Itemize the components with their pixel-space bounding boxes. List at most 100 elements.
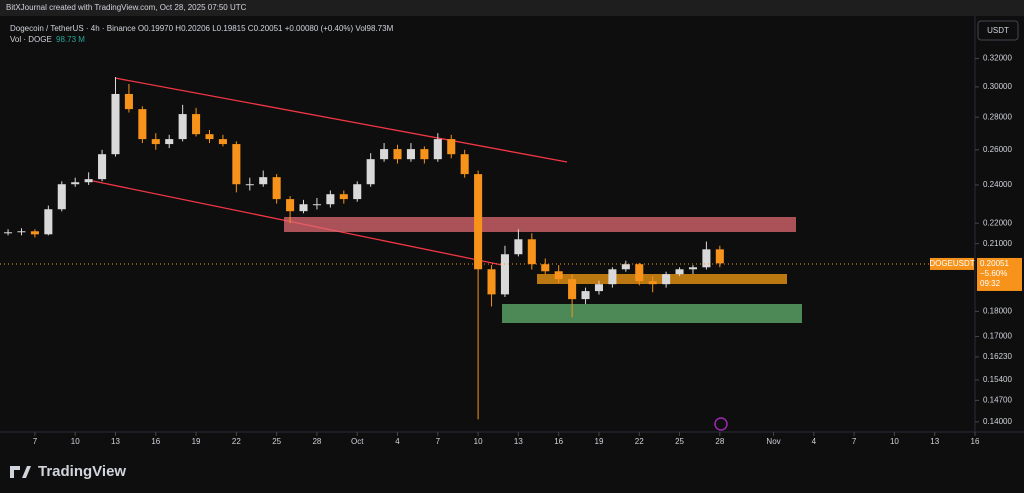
x-tick-label: 10 bbox=[474, 437, 483, 446]
candle-body bbox=[702, 249, 711, 268]
candle-body bbox=[4, 232, 13, 234]
x-tick-label: 10 bbox=[71, 437, 80, 446]
y-tick-label: 0.18000 bbox=[983, 306, 1012, 315]
candle-body bbox=[259, 177, 268, 185]
candle-body bbox=[339, 194, 348, 200]
x-tick-label: 7 bbox=[436, 437, 441, 446]
x-tick-label: 4 bbox=[812, 437, 817, 446]
volume-legend: Vol · DOGE bbox=[10, 35, 52, 44]
candle-body bbox=[380, 149, 389, 160]
candle-body bbox=[71, 182, 80, 185]
x-tick-label: 13 bbox=[930, 437, 939, 446]
y-tick-label: 0.16230 bbox=[983, 352, 1012, 361]
y-tick-label: 0.24000 bbox=[983, 180, 1012, 189]
symbol: Dogecoin / TetherUS · 4h · Binance O0.19… bbox=[10, 24, 394, 33]
candle-body bbox=[286, 199, 295, 212]
x-tick-label: 19 bbox=[595, 437, 604, 446]
candle-body bbox=[688, 267, 698, 270]
candle-body bbox=[124, 93, 133, 110]
candle-body bbox=[111, 93, 120, 155]
candle-body bbox=[514, 239, 523, 255]
candle-body bbox=[608, 269, 617, 285]
resistance-zone bbox=[284, 217, 796, 232]
countdown-tag: 09:32 bbox=[980, 279, 1001, 288]
support-zone bbox=[502, 304, 802, 323]
footer-brand: TradingView bbox=[38, 463, 126, 480]
candle-body bbox=[433, 139, 442, 160]
candle-body bbox=[393, 149, 402, 160]
candle-body bbox=[30, 231, 39, 235]
x-tick-label: 19 bbox=[192, 437, 201, 446]
x-tick-label: 7 bbox=[852, 437, 857, 446]
candle-body bbox=[406, 149, 415, 160]
x-tick-label: 7 bbox=[33, 437, 38, 446]
candle-body bbox=[98, 154, 107, 180]
currency-button[interactable] bbox=[977, 20, 1019, 41]
y-tick-label: 0.17000 bbox=[983, 332, 1012, 341]
candle-body bbox=[460, 154, 469, 175]
candle-body bbox=[178, 114, 187, 140]
y-tick-label: 0.26000 bbox=[983, 145, 1012, 154]
x-tick-label: Nov bbox=[766, 437, 780, 446]
y-tick-label: 0.32000 bbox=[983, 54, 1012, 63]
brand-logo bbox=[10, 466, 31, 478]
candle-body bbox=[420, 149, 429, 160]
price-tag: 0.20051 bbox=[980, 259, 1009, 268]
candle-body bbox=[218, 139, 227, 145]
candle-body bbox=[326, 194, 335, 205]
y-tick-label: 0.28000 bbox=[983, 112, 1012, 121]
x-tick-label: 13 bbox=[111, 437, 120, 446]
candle-body bbox=[648, 281, 657, 285]
x-tick-label: 22 bbox=[635, 437, 644, 446]
y-tick-label: 0.14700 bbox=[983, 396, 1012, 405]
candle-body bbox=[500, 254, 509, 295]
candle-body bbox=[312, 204, 321, 206]
candle-body bbox=[44, 209, 53, 235]
volume-value: 98.73 M bbox=[56, 35, 85, 44]
x-tick-label: 16 bbox=[151, 437, 160, 446]
y-tick-label: 0.14000 bbox=[983, 417, 1012, 426]
candle-body bbox=[165, 139, 174, 145]
symbol-tag-box bbox=[930, 257, 974, 270]
candle-body bbox=[151, 139, 160, 145]
channel-top bbox=[114, 77, 568, 163]
x-tick-label: 13 bbox=[514, 437, 523, 446]
mid-zone bbox=[537, 274, 787, 284]
x-tick-label: 16 bbox=[554, 437, 563, 446]
candle-body bbox=[366, 159, 375, 185]
candle-body bbox=[675, 269, 684, 275]
currency[interactable]: USDT bbox=[987, 26, 1009, 35]
credit: BitXJournal created with TradingView.com… bbox=[6, 3, 247, 12]
candle-body bbox=[474, 174, 483, 270]
x-tick-label: 28 bbox=[312, 437, 321, 446]
candle-body bbox=[621, 264, 630, 270]
symbol-tag: DOGEUSDT bbox=[929, 259, 974, 268]
candle-body bbox=[447, 139, 456, 155]
candle-body bbox=[662, 274, 671, 285]
x-tick-label: Oct bbox=[351, 437, 364, 446]
candle-body bbox=[205, 134, 214, 140]
candle-body bbox=[192, 114, 201, 135]
candle-body bbox=[635, 264, 644, 282]
candle-body bbox=[232, 144, 241, 185]
alert-icon[interactable] bbox=[714, 417, 728, 431]
x-tick-label: 16 bbox=[971, 437, 980, 446]
x-tick-label: 10 bbox=[890, 437, 899, 446]
y-tick-label: 0.15400 bbox=[983, 375, 1012, 384]
candle-body bbox=[353, 184, 362, 200]
candle-body bbox=[541, 264, 550, 272]
candle-body bbox=[272, 177, 281, 200]
candle-body bbox=[715, 249, 724, 264]
change-tag: −5.60% bbox=[980, 269, 1007, 278]
x-tick-label: 4 bbox=[395, 437, 400, 446]
candle-body bbox=[299, 204, 308, 212]
candle-body bbox=[527, 239, 536, 265]
candle-body bbox=[487, 269, 496, 295]
y-tick-label: 0.30000 bbox=[983, 82, 1012, 91]
candle-body bbox=[245, 184, 254, 186]
y-tick-label: 0.21000 bbox=[983, 239, 1012, 248]
candle-body bbox=[581, 291, 590, 300]
